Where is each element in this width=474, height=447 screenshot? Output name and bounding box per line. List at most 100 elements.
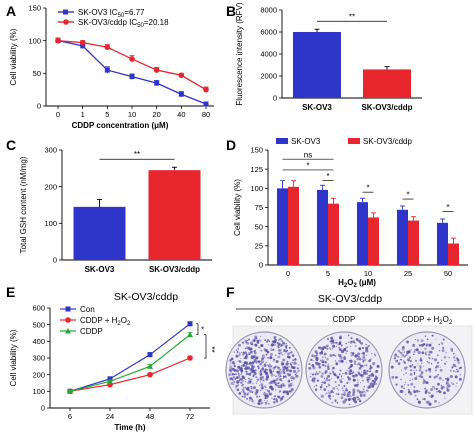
colony-spot (237, 365, 241, 369)
chart-c-x-tick-label: SK-OV3/cddp (149, 265, 200, 274)
colony-spot (240, 365, 243, 367)
colony-spot (257, 365, 260, 368)
chart-a-point (79, 39, 86, 46)
colony-spot (250, 378, 253, 381)
colony-spot (266, 339, 269, 342)
colony-spot (431, 346, 435, 350)
colony-spot (399, 389, 403, 394)
colony-spot (434, 366, 438, 369)
colony-spot (277, 366, 281, 370)
colony-spot (344, 398, 348, 402)
colony-spot (238, 392, 242, 395)
chart-d-bar (328, 203, 339, 265)
colony-spot (340, 376, 343, 378)
colony-spot (370, 358, 372, 360)
colony-spot (417, 363, 419, 365)
colony-spot (415, 348, 419, 352)
colony-spot (259, 372, 263, 376)
colony-spot (361, 358, 364, 361)
colony-spot (319, 385, 323, 389)
colony-spot (263, 391, 266, 394)
colony-spot (250, 387, 253, 390)
colony-spot (277, 346, 280, 349)
colony-spot (403, 361, 407, 364)
colony-spot (390, 365, 394, 369)
colony-spot (251, 400, 254, 403)
colony-spot (282, 342, 285, 345)
colony-spot (428, 395, 430, 397)
colony-dish-3 (388, 331, 466, 409)
colony-spot (315, 356, 319, 360)
colony-spot (422, 380, 426, 384)
colony-spot (442, 338, 445, 341)
colony-spot (261, 357, 264, 360)
colony-spot (349, 392, 352, 395)
chart-a-point (55, 37, 61, 44)
chart-e-series-line-3 (69, 334, 191, 392)
colony-spot (279, 353, 281, 355)
colony-spot (449, 374, 453, 379)
colony-spot (345, 361, 347, 364)
colony-spot (421, 376, 424, 379)
colony-spot (375, 370, 378, 372)
colony-spot (365, 373, 367, 375)
colony-spot (236, 381, 239, 385)
colony-spot (353, 342, 356, 344)
colony-spot (328, 379, 331, 382)
colony-spot (324, 371, 327, 375)
colony-spot (319, 351, 322, 355)
colony-spot (320, 359, 322, 362)
colony-spot (292, 384, 294, 386)
colony-spot (241, 372, 243, 374)
colony-spot (373, 380, 376, 384)
colony-spot (351, 398, 355, 401)
colony-spot (457, 361, 461, 365)
chart-c-y-tick-label: 0 (53, 256, 57, 265)
colony-spot (363, 358, 367, 362)
chart-d-x-tick-label: 25 (404, 269, 412, 278)
colony-spot (456, 368, 458, 371)
colony-spot (426, 338, 429, 341)
colony-spot (417, 350, 421, 355)
colony-spot (260, 403, 263, 405)
colony-spot (404, 381, 406, 383)
colony-spot (252, 391, 254, 393)
colony-spot (354, 363, 356, 365)
colony-spot (359, 398, 361, 400)
chart-c-bar (148, 170, 201, 260)
colony-spot (352, 388, 356, 392)
colony-spot (338, 346, 340, 349)
colony-spot (281, 366, 284, 368)
colony-spot (263, 399, 266, 402)
colony-spot (272, 370, 274, 372)
colony-spot (343, 348, 347, 352)
colony-spot (440, 384, 443, 387)
chart-d-bar (317, 189, 328, 265)
colony-spot (270, 373, 274, 377)
colony-spot (267, 390, 271, 393)
colony-spot (416, 339, 420, 342)
colony-spot (400, 351, 403, 355)
colony-spot (361, 377, 363, 379)
colony-spot (362, 355, 366, 359)
colony-spot (267, 402, 270, 405)
colony-spot (346, 382, 348, 385)
chart-b-y-tick-label: 6000 (260, 28, 277, 37)
chart-e-title: SK-OV3/cddp (114, 291, 178, 303)
colony-spot (254, 335, 258, 339)
colony-spot (344, 389, 346, 392)
colony-spot (443, 391, 446, 395)
colony-spot (258, 395, 261, 398)
colony-spot (452, 356, 456, 359)
colony-spot (292, 358, 295, 362)
colony-spot (410, 382, 414, 386)
chart-a-y-tick-label: 0 (37, 102, 41, 111)
colony-spot (415, 359, 417, 362)
colony-spot (419, 373, 423, 377)
colony-spot (264, 392, 267, 395)
colony-spot (240, 384, 243, 387)
colony-spot (291, 361, 294, 364)
colony-spot (331, 365, 333, 367)
chart-e-y-label: Cell viability (%) (9, 329, 18, 386)
colony-spot (314, 350, 318, 354)
